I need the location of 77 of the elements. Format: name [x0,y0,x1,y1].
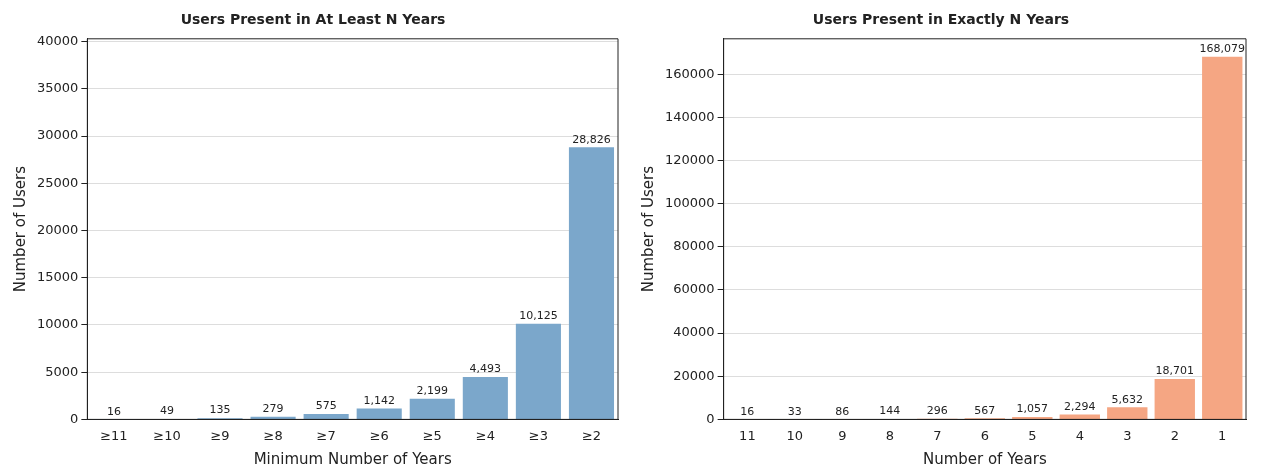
x-tick-label: ≥4 [475,427,495,443]
data-label: 33 [787,404,802,418]
bar [1059,414,1100,419]
y-tick-label: 120000 [664,151,715,167]
y-tick-label: 40000 [673,324,715,340]
x-tick-label: 5 [1028,427,1037,443]
y-tick-label: 10000 [37,316,79,332]
y-axis-title: Number of Users [638,165,657,293]
x-tick-label: 1 [1218,427,1227,443]
data-label: 49 [159,404,174,418]
chart-title: Users Present in At Least N Years [180,11,446,28]
data-label: 296 [926,404,948,418]
y-tick-label: 35000 [37,80,79,96]
data-label: 16 [106,404,121,418]
x-tick-label: ≥2 [581,427,602,443]
y-tick-label: 0 [70,410,79,426]
bar [250,416,296,419]
x-tick-label: 4 [1075,427,1084,443]
x-tick-label: 8 [885,427,894,443]
data-label: 16 [740,404,755,418]
data-label: 18,701 [1155,364,1195,378]
data-label: 10,125 [519,309,558,323]
y-tick-label: 20000 [673,367,715,383]
x-tick-label: 9 [838,427,847,443]
y-tick-label: 100000 [664,195,715,211]
bar [462,376,508,419]
data-label: 144 [879,404,901,418]
x-tick-label: ≥10 [153,427,181,443]
y-tick-label: 25000 [37,174,79,190]
x-tick-label: 10 [786,427,804,443]
data-label: 5,632 [1111,392,1144,406]
x-tick-label: ≥3 [528,427,548,443]
x-tick-label: ≥6 [369,427,389,443]
x-tick-label: 6 [980,427,989,443]
bar [1202,56,1243,419]
y-tick-label: 80000 [673,238,715,254]
bar [356,408,402,419]
bar [303,413,349,419]
x-tick-label: 7 [933,427,942,443]
bar [1107,407,1148,419]
y-tick-label: 40000 [37,33,79,49]
x-tick-label: ≥7 [316,427,336,443]
y-tick-label: 140000 [664,108,715,124]
x-axis-title: Minimum Number of Years [253,449,452,468]
y-tick-label: 20000 [37,221,79,237]
data-label: 28,826 [572,132,611,146]
x-tick-label: 3 [1123,427,1132,443]
y-tick-label: 60000 [673,281,715,297]
y-axis-title: Number of Users [10,165,29,293]
x-tick-label: 2 [1170,427,1179,443]
y-tick-label: 0 [706,410,715,426]
data-label: 2,199 [416,383,449,397]
x-axis-title: Number of Years [922,449,1047,468]
data-label: 168,079 [1199,42,1246,56]
data-label: 567 [974,403,996,417]
y-tick-label: 30000 [37,127,79,143]
data-label: 1,142 [363,393,395,407]
data-label: 279 [262,402,284,416]
data-label: 135 [209,403,231,417]
x-tick-label: ≥9 [210,427,230,443]
data-label: 86 [835,404,850,418]
y-tick-label: 5000 [45,363,79,379]
bar [1154,379,1195,419]
x-tick-label: ≥11 [100,427,128,443]
x-tick-label: ≥5 [422,427,442,443]
chart-title: Users Present in Exactly N Years [812,11,1070,28]
x-tick-label: ≥8 [263,427,283,443]
bar [515,323,561,419]
y-tick-label: 15000 [37,269,79,285]
data-label: 1,057 [1016,402,1049,416]
x-tick-label: 11 [739,427,756,443]
bar [409,398,455,419]
data-label: 575 [315,399,337,413]
y-tick-label: 160000 [664,65,715,81]
data-label: 2,294 [1064,399,1096,413]
bar [568,147,615,419]
data-label: 4,493 [469,362,502,376]
